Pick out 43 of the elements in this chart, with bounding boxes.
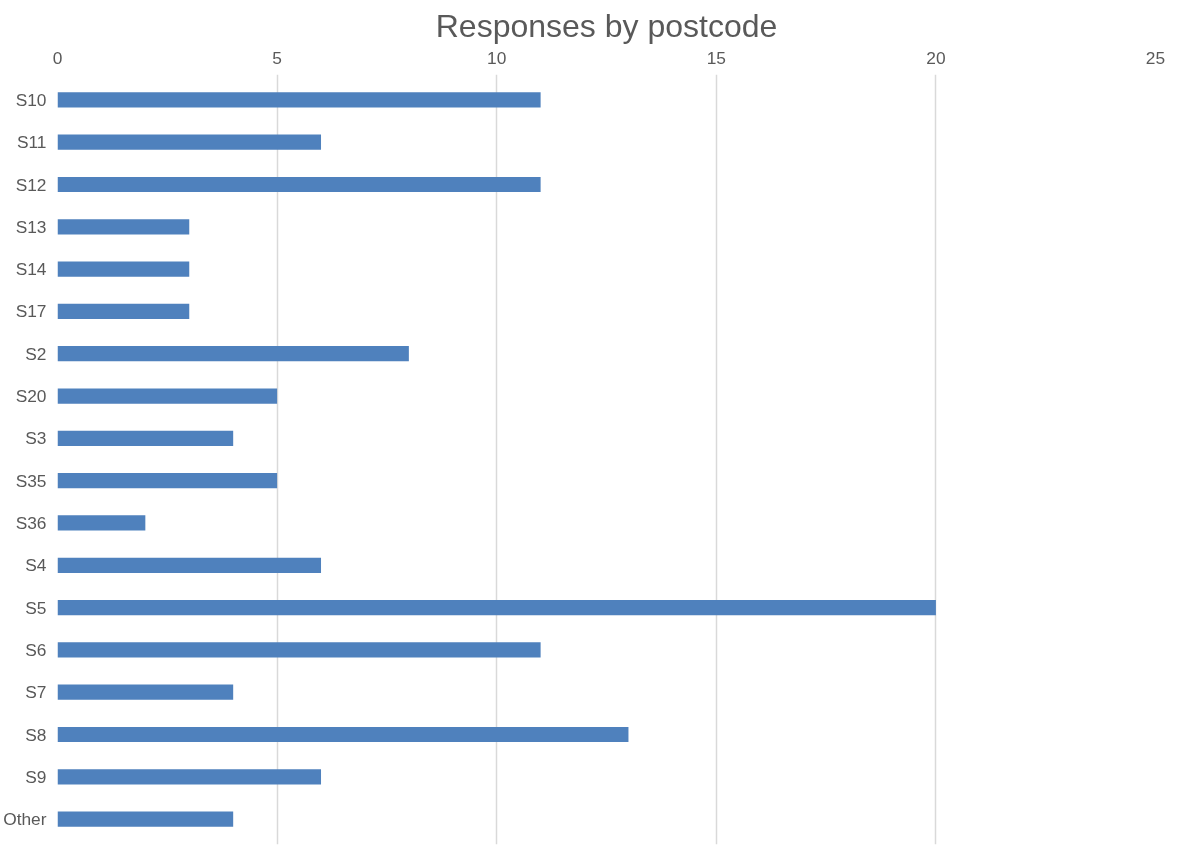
y-tick-label: S6 (25, 639, 47, 660)
x-tick-label: 25 (1145, 47, 1166, 68)
bar (57, 473, 278, 489)
y-tick-label: S3 (25, 428, 47, 449)
y-tick-label: S8 (25, 724, 47, 745)
x-tick-label: 20 (926, 47, 946, 68)
bar (57, 599, 936, 616)
y-tick-label: S35 (15, 470, 47, 491)
x-tick-label: 5 (272, 47, 282, 68)
x-tick-label: 15 (706, 47, 726, 68)
x-tick-label: 0 (52, 47, 63, 68)
bar (57, 92, 541, 108)
bar (57, 515, 146, 531)
y-tick-label: S36 (15, 512, 47, 533)
y-tick-label: Other (3, 809, 47, 830)
bar (57, 134, 322, 150)
bar (57, 811, 234, 827)
y-tick-label: S4 (25, 555, 47, 576)
y-tick-label: S20 (15, 386, 47, 407)
bar (57, 557, 322, 573)
y-tick-label: S11 (16, 132, 47, 153)
bar (57, 261, 190, 277)
bar (57, 346, 409, 362)
y-tick-label: S5 (25, 597, 47, 618)
bar (57, 726, 629, 743)
x-tick-label: 10 (487, 47, 507, 68)
y-tick-label: S12 (15, 174, 47, 195)
y-tick-label: S10 (15, 89, 47, 110)
bar (57, 176, 541, 193)
chart-title: Responses by postcode (435, 7, 778, 44)
bar (57, 219, 190, 235)
y-tick-label: S9 (25, 766, 47, 787)
bar (57, 769, 322, 785)
y-tick-label: S7 (25, 682, 47, 703)
bar (57, 684, 234, 700)
bar (57, 642, 541, 658)
y-tick-label: S17 (15, 301, 47, 322)
y-tick-label: S14 (15, 259, 47, 280)
bar (57, 303, 190, 320)
y-tick-label: S13 (15, 216, 47, 237)
bar (57, 430, 234, 446)
y-tick-label: S2 (25, 343, 47, 364)
bar (57, 388, 278, 404)
